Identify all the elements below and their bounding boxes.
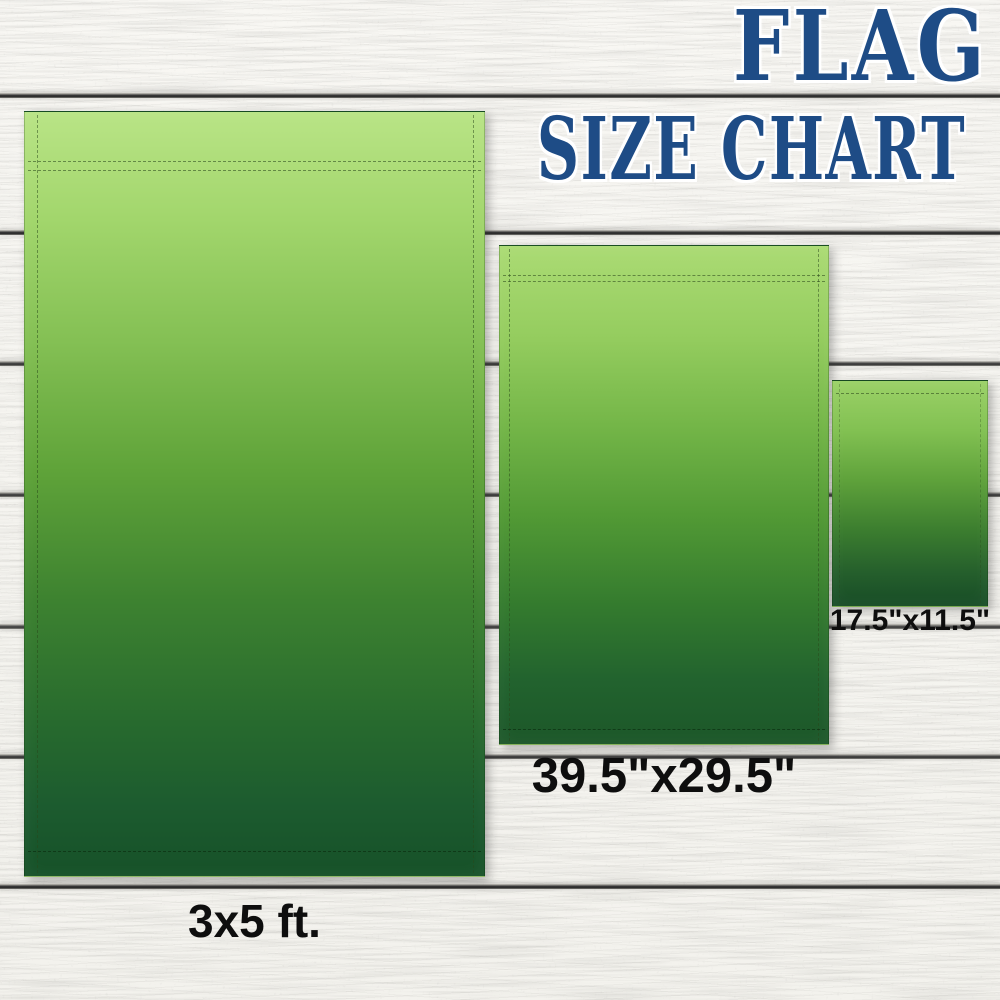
hem-stitch-line bbox=[28, 851, 481, 852]
right-stitch-line bbox=[980, 384, 981, 603]
right-stitch-line bbox=[818, 249, 819, 741]
sleeve-stitch-line bbox=[28, 161, 481, 162]
flag-medium bbox=[499, 245, 829, 745]
sleeve-stitch-line bbox=[503, 275, 825, 276]
sleeve-stitch-line bbox=[28, 170, 481, 171]
plank-seam bbox=[0, 92, 1000, 98]
flag-medium-size-label: 39.5"x29.5" bbox=[531, 749, 797, 803]
title-line-2: SIZE CHART bbox=[536, 99, 966, 201]
sleeve-stitch-line bbox=[836, 393, 984, 394]
left-stitch-line bbox=[37, 115, 38, 873]
sleeve-stitch-line bbox=[503, 281, 825, 282]
plank-seam bbox=[0, 229, 1000, 235]
page-title: FLAG SIZE CHART bbox=[335, 0, 988, 193]
flag-small-size-label: 17.5"x11.5" bbox=[829, 604, 991, 637]
plank-seam bbox=[0, 883, 1000, 889]
title-line-1: FLAG bbox=[732, 0, 988, 103]
flag-small bbox=[832, 380, 988, 607]
plank-seam bbox=[0, 753, 1000, 759]
right-stitch-line bbox=[473, 115, 474, 873]
left-stitch-line bbox=[839, 384, 840, 603]
flag-large-size-label: 3x5 ft. bbox=[188, 895, 321, 947]
left-stitch-line bbox=[509, 249, 510, 741]
flag-large bbox=[24, 111, 485, 877]
hem-stitch-line bbox=[503, 729, 825, 730]
